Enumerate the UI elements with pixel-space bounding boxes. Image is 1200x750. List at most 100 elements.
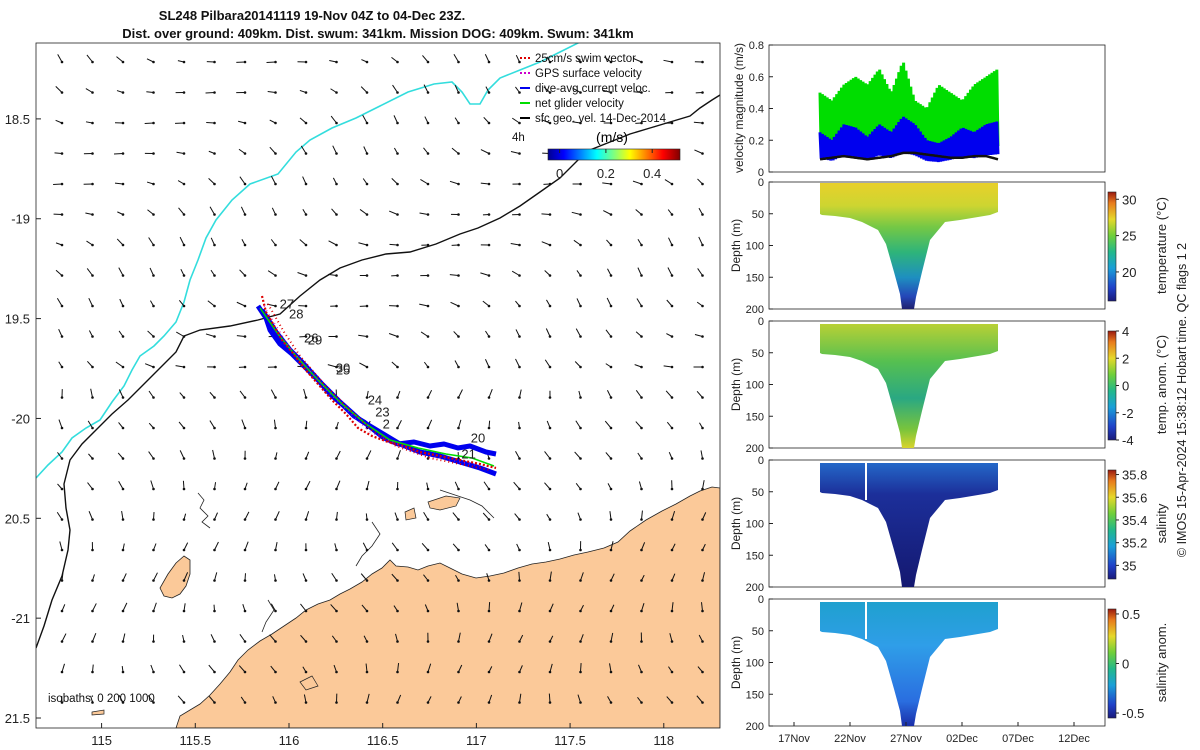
velocity-arrow-head: [213, 579, 216, 582]
velocity-arrow-head: [548, 335, 552, 338]
velocity-arrow-head: [457, 121, 460, 125]
velocity-arrow-head: [243, 182, 247, 186]
glider-track: [255, 295, 497, 477]
velocity-arrow-head: [91, 487, 94, 491]
velocity-arrow: [427, 663, 432, 673]
map-y-tick-label: -19: [11, 212, 30, 227]
velocity-ylabel: velocity magnitude (m/s): [732, 43, 746, 173]
depth-tick-label: 50: [752, 209, 764, 221]
velocity-arrow-head: [91, 579, 94, 582]
land-polygon: [175, 486, 720, 728]
velocity-arrow: [549, 603, 554, 612]
velocity-arrow: [480, 149, 490, 154]
velocity-arrow: [484, 359, 490, 368]
legend-label: 25cm/s swim vector: [535, 53, 636, 65]
velocity-arrow-head: [487, 548, 491, 552]
velocity-arrow-head: [335, 457, 338, 460]
velocity-arrow-head: [701, 152, 704, 155]
velocity-arrow: [663, 59, 673, 63]
velocity-arrow-head: [152, 152, 155, 155]
velocity-arrow-head: [274, 640, 277, 643]
velocity-arrow-head: [426, 548, 430, 552]
velocity-arrow: [361, 604, 368, 612]
velocity-arrow: [275, 481, 280, 490]
velocity-arrow-head: [487, 701, 491, 704]
depth-tick-label: 0: [758, 177, 764, 189]
velocity-arrow-head: [274, 182, 277, 186]
velocity-arrow: [92, 633, 97, 642]
velocity-arrow-head: [213, 243, 216, 247]
velocity-arrow: [541, 213, 551, 215]
day-label: 25: [336, 363, 350, 378]
velocity-arrow: [422, 55, 429, 63]
velocity-arrow-head: [457, 426, 460, 430]
velocity-arrow-head: [457, 365, 460, 369]
velocity-arrow: [696, 390, 703, 398]
velocity-arrow-head: [609, 182, 613, 186]
velocity-arrow-head: [670, 609, 674, 613]
velocity-arrow: [270, 603, 276, 612]
velocity-arrow-head: [426, 335, 430, 338]
velocity-arrow-head: [640, 579, 643, 582]
velocity-arrow-head: [670, 457, 674, 460]
velocity-arrow-head: [274, 609, 277, 613]
velocity-arrow-head: [518, 91, 521, 94]
velocity-arrow-head: [609, 396, 613, 399]
velocity-arrow: [421, 542, 429, 551]
velocity-arrow-head: [670, 365, 674, 369]
velocity-arrow: [515, 329, 520, 337]
velocity-arrow: [239, 176, 246, 185]
velocity-arrow-head: [396, 426, 399, 430]
depth-axis-label: Depth (m): [729, 219, 743, 272]
velocity-arrow: [510, 242, 520, 246]
velocity-arrow: [275, 542, 278, 551]
velocity-arrow: [270, 389, 276, 398]
velocity-arrow-head: [579, 121, 582, 125]
velocity-arrow-head: [365, 213, 369, 216]
velocity-arrow-head: [121, 60, 125, 64]
velocity-arrow-head: [335, 426, 338, 430]
velocity-arrow: [702, 512, 707, 520]
vel-y-tick-label: 0: [758, 167, 764, 179]
velocity-arrow-head: [579, 670, 582, 674]
velocity-arrow-head: [579, 396, 582, 399]
velocity-arrow-head: [396, 670, 399, 674]
depth-tick-label: 200: [746, 582, 764, 594]
velocity-arrow-head: [640, 365, 643, 369]
cbar-tick-label: -2: [1122, 406, 1134, 421]
velocity-arrow-head: [365, 60, 369, 64]
cbar-tick-label: 0: [1122, 657, 1129, 672]
velocity-arrow-head: [182, 640, 186, 643]
velocity-arrow-head: [457, 243, 460, 247]
map-colorbar-gradient: [547, 148, 681, 161]
velocity-arrow-head: [91, 701, 94, 704]
velocity-arrow-head: [640, 182, 643, 186]
four-h-label: 4h: [512, 132, 525, 144]
depth-tick-label: 200: [746, 304, 764, 316]
velocity-arrow-head: [396, 365, 399, 369]
velocity-arrow-head: [304, 457, 308, 460]
depth-tick-label: 150: [746, 689, 764, 701]
velocity-arrow-head: [243, 426, 247, 430]
velocity-arrow-head: [701, 243, 704, 247]
velocity-arrow-head: [670, 548, 674, 552]
velocity-arrow: [358, 242, 368, 246]
velocity-arrow: [205, 92, 215, 94]
velocity-arrow: [149, 267, 154, 276]
velocity-arrow-head: [335, 213, 338, 216]
velocity-arrow-head: [335, 182, 338, 186]
velocity-arrow-head: [121, 609, 125, 613]
velocity-arrow-head: [243, 487, 247, 491]
velocity-arrow: [427, 419, 433, 429]
velocity-arrow-head: [213, 548, 216, 552]
velocity-arrow-head: [60, 304, 64, 308]
velocity-arrow: [452, 543, 459, 551]
velocity-arrow: [122, 633, 126, 642]
velocity-arrow-head: [91, 274, 94, 277]
velocity-arrow-head: [701, 304, 704, 308]
velocity-arrow-head: [335, 518, 338, 521]
velocity-arrow-head: [548, 274, 552, 277]
velocity-arrow-head: [182, 213, 186, 216]
velocity-arrow-head: [304, 335, 308, 338]
map-x-tick-label: 117: [466, 733, 487, 748]
